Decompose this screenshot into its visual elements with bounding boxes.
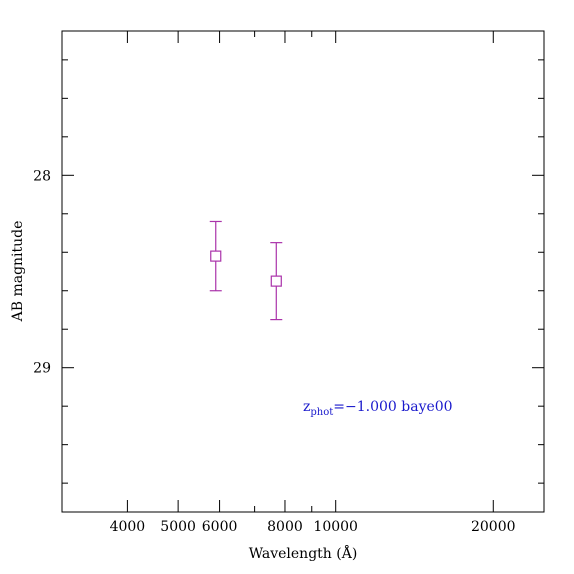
x-tick-label: 6000: [202, 519, 238, 535]
axis-ticks: [61, 31, 544, 512]
x-tick-label: 4000: [110, 519, 146, 535]
x-tick-label: 10000: [313, 519, 358, 535]
data-point: [209, 220, 222, 292]
y-axis-label: AB magnitude: [10, 221, 26, 323]
y-tick-label: 28: [33, 168, 51, 184]
tick-labels: 4000 5000 6000 8000 10000 20000 28 29: [33, 168, 515, 535]
x-tick-label: 8000: [267, 519, 303, 535]
point-marker-square: [210, 250, 222, 262]
annotation-z: z: [303, 399, 310, 415]
x-axis-label: Wavelength (Å): [249, 544, 358, 562]
x-tick-label: 5000: [160, 519, 196, 535]
plot-frame: [61, 30, 545, 513]
data-point: [270, 242, 283, 321]
y-tick-label: 29: [33, 361, 51, 377]
annotation-text: =−1.000 baye00: [333, 399, 452, 415]
point-marker-square: [270, 275, 282, 287]
data-points: [209, 220, 283, 321]
redshift-annotation: zphot=−1.000 baye00: [303, 399, 453, 418]
annotation-z-subscript: phot: [310, 407, 333, 418]
x-tick-label: 20000: [471, 519, 516, 535]
